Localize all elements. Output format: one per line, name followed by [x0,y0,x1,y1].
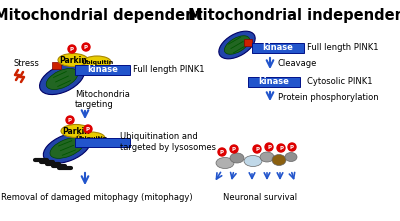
Text: P: P [68,118,72,123]
Ellipse shape [58,53,88,67]
Circle shape [265,143,273,151]
Circle shape [68,45,76,53]
Ellipse shape [43,133,91,163]
Text: Protein phosphorylation: Protein phosphorylation [278,93,379,101]
Ellipse shape [77,132,105,144]
Circle shape [253,145,261,153]
Ellipse shape [260,152,274,162]
Text: Mitochondrial independent: Mitochondrial independent [188,8,400,23]
Text: P: P [255,147,259,152]
Ellipse shape [50,138,84,158]
Text: Parkin: Parkin [59,56,87,65]
Ellipse shape [83,56,111,68]
Text: P: P [279,146,283,151]
Text: Cytosolic PINK1: Cytosolic PINK1 [307,78,372,86]
Text: kinase: kinase [258,78,290,86]
Ellipse shape [61,124,91,137]
Text: kinase: kinase [262,44,294,53]
FancyBboxPatch shape [75,65,130,75]
Text: P: P [232,147,236,152]
Ellipse shape [216,158,234,168]
Ellipse shape [46,69,78,90]
Text: Stress: Stress [14,59,40,67]
Text: Removal of damaged mitophagy (mitophagy): Removal of damaged mitophagy (mitophagy) [1,194,193,202]
Text: P: P [267,145,271,150]
Text: Parkin: Parkin [62,127,90,136]
Ellipse shape [244,156,262,166]
Text: Ubiquitin: Ubiquitin [81,60,113,65]
Ellipse shape [40,63,84,95]
Text: Neuronal survival: Neuronal survival [223,194,297,202]
Text: P: P [220,150,224,155]
Text: Cleavage: Cleavage [278,59,317,69]
Ellipse shape [230,153,244,163]
Ellipse shape [224,36,250,54]
FancyBboxPatch shape [75,137,130,147]
Text: Full length PINK1: Full length PINK1 [133,65,204,74]
Text: P: P [86,127,90,132]
Text: Mitochondria
targeting: Mitochondria targeting [75,90,130,109]
Text: kinase: kinase [87,65,118,74]
FancyBboxPatch shape [52,62,61,69]
Circle shape [288,143,296,151]
Text: Ubiquitination and
targeted by lysosomes: Ubiquitination and targeted by lysosomes [120,132,216,152]
FancyBboxPatch shape [244,39,252,46]
FancyBboxPatch shape [248,77,300,87]
Text: P: P [84,45,88,50]
Circle shape [218,148,226,156]
Text: P: P [70,47,74,52]
Circle shape [277,144,285,152]
Text: Full length PINK1: Full length PINK1 [307,44,378,53]
Circle shape [82,43,90,51]
Text: Ubiquitin: Ubiquitin [75,136,107,141]
Text: P: P [290,145,294,150]
Ellipse shape [219,31,255,59]
Circle shape [84,125,92,133]
Ellipse shape [272,154,286,166]
Circle shape [230,145,238,153]
Circle shape [66,116,74,124]
Text: Mitochondrial dependent: Mitochondrial dependent [0,8,202,23]
Ellipse shape [285,152,297,162]
FancyBboxPatch shape [252,43,304,53]
